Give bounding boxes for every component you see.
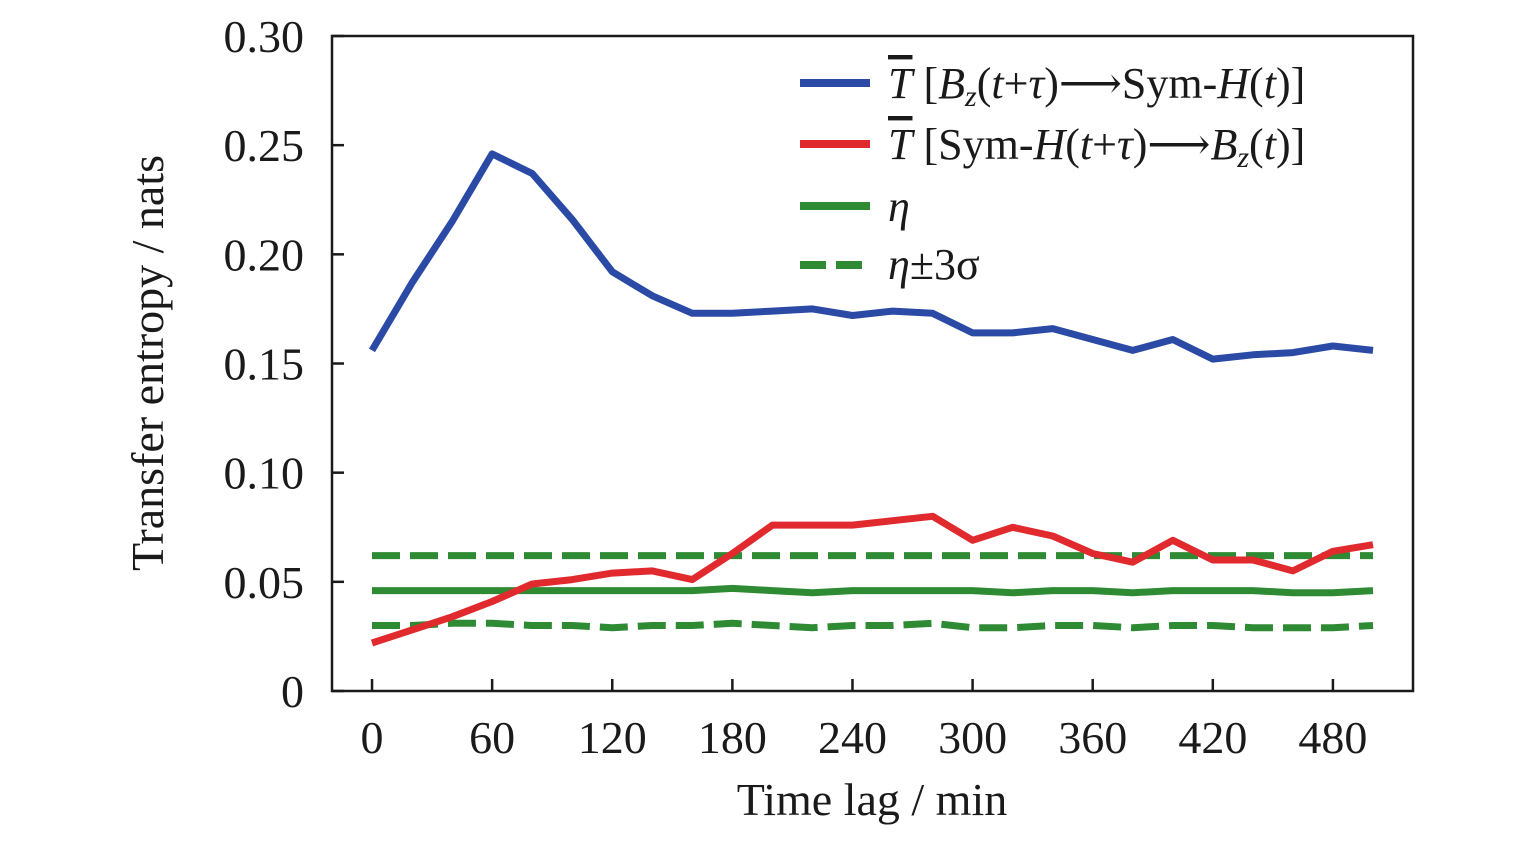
y-tick-label: 0.25	[224, 120, 305, 171]
x-tick-label: 0	[361, 712, 384, 763]
x-tick-label: 240	[818, 712, 887, 763]
x-tick-label: 480	[1298, 712, 1367, 763]
x-tick-label: 360	[1058, 712, 1127, 763]
x-tick-label: 60	[469, 712, 515, 763]
y-axis: 0 0.05 0.10 0.15 0.20 0.25 0.30	[224, 11, 344, 717]
series-layer	[368, 150, 1374, 647]
x-tick-label: 180	[698, 712, 767, 763]
legend-label-eta-3sigma: η±3σ	[888, 240, 980, 289]
y-tick-label: 0.10	[224, 448, 305, 499]
x-axis: 0 60 120 180 240 300 360 420 480	[361, 679, 1367, 763]
y-tick-label: 0.05	[224, 557, 305, 608]
legend-label-eta: η	[888, 182, 910, 231]
y-tick-label: 0	[281, 666, 304, 717]
y-tick-label: 0.20	[224, 229, 305, 280]
y-axis-label: Transfer entropy / nats	[122, 155, 173, 571]
x-tick-label: 300	[938, 712, 1007, 763]
x-tick-label: 120	[578, 712, 647, 763]
y-tick-label: 0.15	[224, 339, 305, 390]
legend-label-bz-to-symh: T [Bz(t+τ)⟶Sym-H(t)]	[888, 59, 1305, 113]
x-tick-label: 420	[1178, 712, 1247, 763]
legend-label-symh-to-bz: T [Sym-H(t+τ)⟶Bz(t)]	[888, 120, 1305, 174]
series-line-1	[370, 512, 1374, 647]
y-tick-label: 0.30	[224, 11, 305, 62]
x-axis-label: Time lag / min	[737, 774, 1008, 825]
series-line-3-lower	[372, 619, 1374, 632]
series-line-0	[368, 150, 1374, 363]
series-line-2	[372, 584, 1374, 597]
legend: T [Bz(t+τ)⟶Sym-H(t)] T [Sym-H(t+τ)⟶Bz(t)…	[800, 59, 1305, 289]
